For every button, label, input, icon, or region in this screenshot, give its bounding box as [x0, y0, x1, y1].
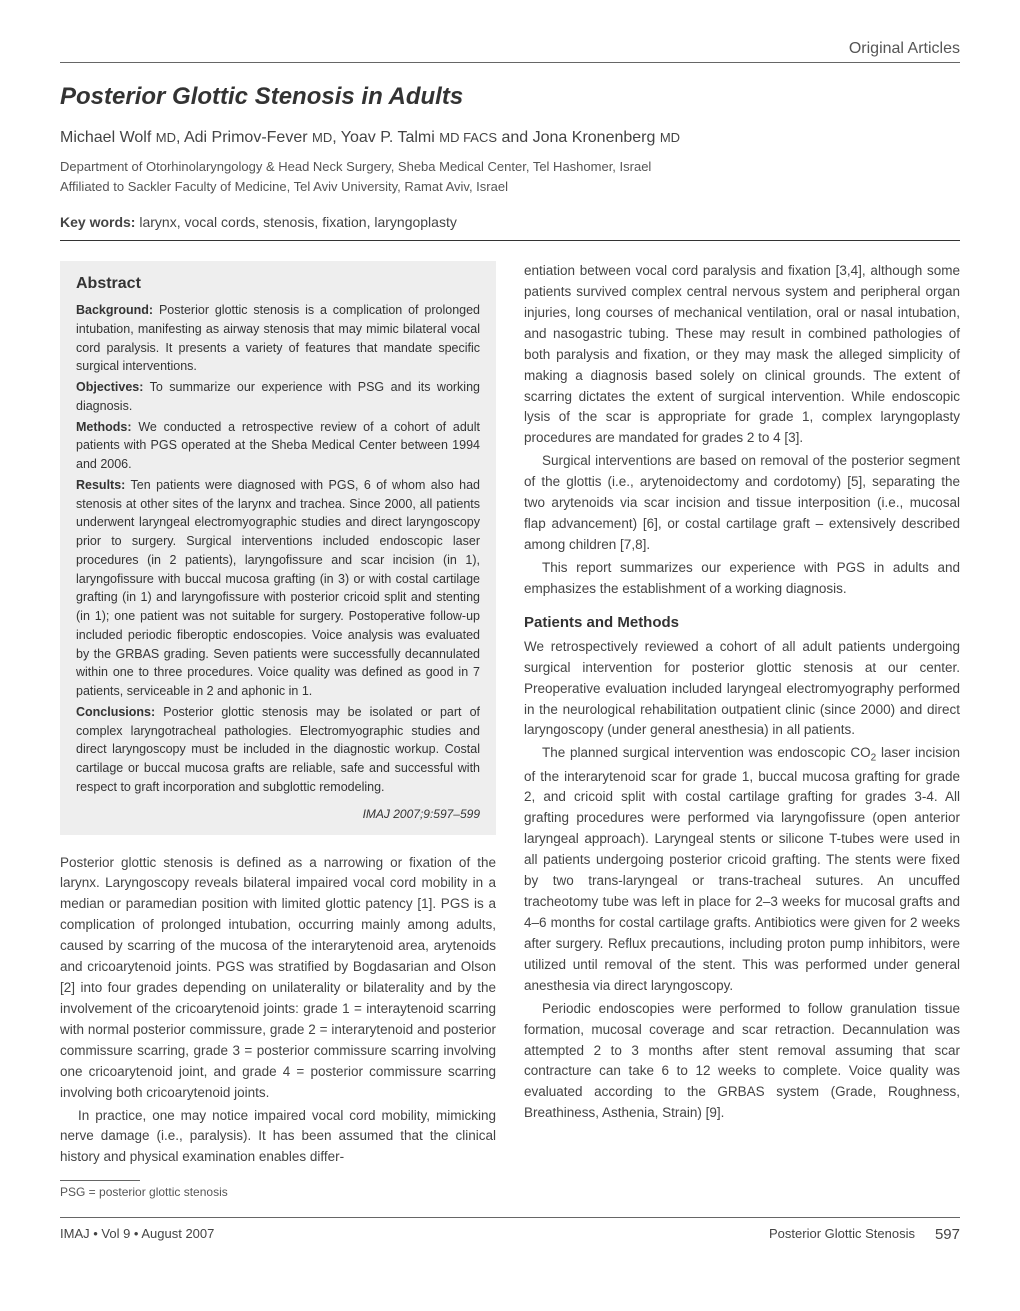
page-footer: IMAJ • Vol 9 • August 2007 Posterior Glo… — [60, 1217, 960, 1243]
abstract-conclusions-label: Conclusions: — [76, 705, 155, 719]
keywords: Key words: larynx, vocal cords, stenosis… — [60, 214, 960, 241]
left-column: Abstract Background: Posterior glottic s… — [60, 261, 496, 1199]
abstract-objectives: Objectives: To summarize our experience … — [76, 378, 480, 416]
footer-right: Posterior Glottic Stenosis 597 — [769, 1226, 960, 1243]
abstract-results-text: Ten patients were diagnosed with PGS, 6 … — [76, 478, 480, 698]
abstract-citation: IMAJ 2007;9:597–599 — [76, 807, 480, 821]
footnote: PSG = posterior glottic stenosis — [60, 1185, 496, 1199]
patients-methods-heading: Patients and Methods — [524, 614, 960, 631]
affiliation: Department of Otorhinolaryngology & Head… — [60, 157, 960, 196]
col2-p3: This report summarizes our experience wi… — [524, 558, 960, 600]
abstract-methods: Methods: We conducted a retrospective re… — [76, 418, 480, 474]
keywords-label: Key words: — [60, 214, 135, 230]
abstract-results-label: Results: — [76, 478, 125, 492]
abstract-box: Abstract Background: Posterior glottic s… — [60, 261, 496, 835]
two-column-layout: Abstract Background: Posterior glottic s… — [60, 261, 960, 1199]
authors-list: Michael Wolf MD, Adi Primov-Fever MD, Yo… — [60, 129, 960, 147]
pm-p2: The planned surgical intervention was en… — [524, 743, 960, 996]
intro-p2: In practice, one may notice impaired voc… — [60, 1106, 496, 1169]
col2-p2: Surgical interventions are based on remo… — [524, 451, 960, 556]
abstract-background-label: Background: — [76, 303, 153, 317]
pm-p3: Periodic endoscopies were performed to f… — [524, 999, 960, 1125]
footnote-divider — [60, 1180, 140, 1181]
intro-text: Posterior glottic stenosis is defined as… — [60, 853, 496, 1169]
page-number: 597 — [935, 1226, 960, 1243]
footer-article-title: Posterior Glottic Stenosis — [769, 1226, 915, 1243]
header-category: Original Articles — [60, 40, 960, 63]
abstract-heading: Abstract — [76, 275, 480, 293]
col2-continuation: entiation between vocal cord paralysis a… — [524, 261, 960, 600]
patients-methods-text: We retrospectively reviewed a cohort of … — [524, 637, 960, 1124]
affiliation-line-1: Department of Otorhinolaryngology & Head… — [60, 157, 960, 177]
keywords-text: larynx, vocal cords, stenosis, fixation,… — [139, 214, 456, 230]
col2-p1: entiation between vocal cord paralysis a… — [524, 261, 960, 449]
abstract-background: Background: Posterior glottic stenosis i… — [76, 301, 480, 376]
abstract-results: Results: Ten patients were diagnosed wit… — [76, 476, 480, 701]
footer-left: IMAJ • Vol 9 • August 2007 — [60, 1226, 214, 1243]
intro-p1: Posterior glottic stenosis is defined as… — [60, 853, 496, 1104]
abstract-conclusions: Conclusions: Posterior glottic stenosis … — [76, 703, 480, 797]
pm-p1: We retrospectively reviewed a cohort of … — [524, 637, 960, 742]
right-column: entiation between vocal cord paralysis a… — [524, 261, 960, 1199]
abstract-objectives-label: Objectives: — [76, 380, 143, 394]
abstract-methods-text: We conducted a retrospective review of a… — [76, 420, 480, 472]
article-title: Posterior Glottic Stenosis in Adults — [60, 83, 960, 111]
abstract-methods-label: Methods: — [76, 420, 132, 434]
affiliation-line-2: Affiliated to Sackler Faculty of Medicin… — [60, 177, 960, 197]
